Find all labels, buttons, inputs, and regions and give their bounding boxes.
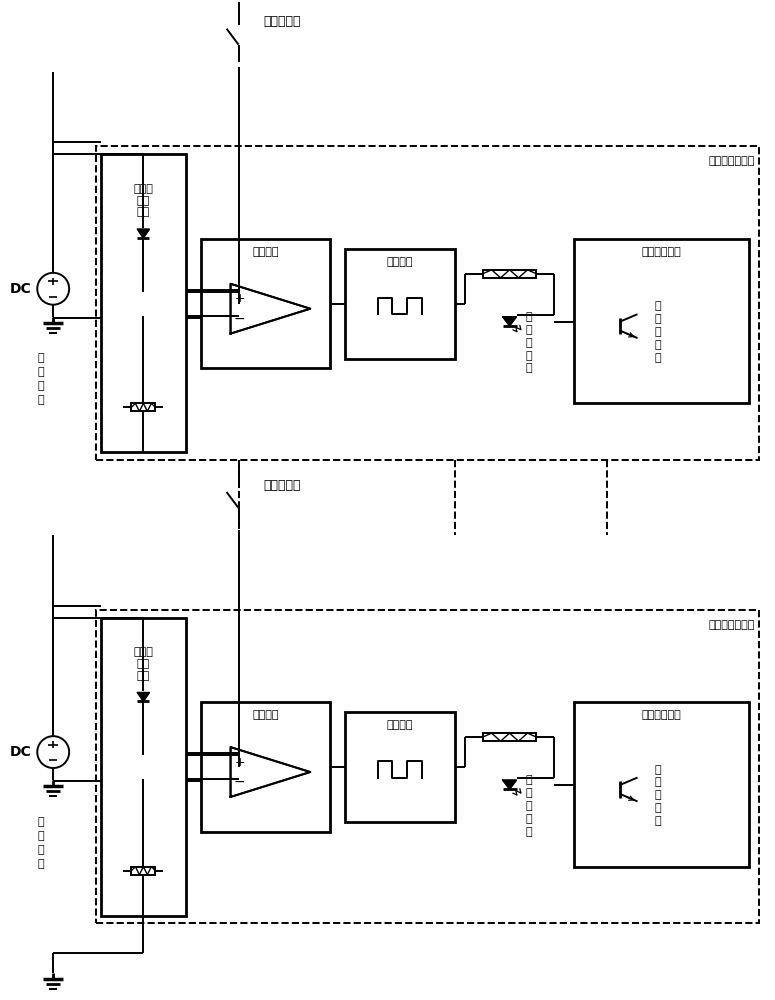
Bar <box>101 154 186 452</box>
Text: 收: 收 <box>654 803 660 813</box>
Text: 伏频转换: 伏频转换 <box>387 257 413 267</box>
Bar <box>345 712 455 822</box>
Text: 考: 考 <box>37 831 44 841</box>
Text: 电: 电 <box>37 845 44 855</box>
Bar <box>574 239 749 403</box>
Text: 源: 源 <box>37 859 44 869</box>
Text: 多功能编址装置: 多功能编址装置 <box>708 620 755 630</box>
Text: −: − <box>234 312 246 326</box>
Bar <box>101 618 186 916</box>
Text: 收: 收 <box>654 340 660 350</box>
Text: 接收解调模块: 接收解调模块 <box>642 710 681 720</box>
Text: 外: 外 <box>654 777 660 787</box>
Text: 红: 红 <box>654 765 660 775</box>
Text: 接: 接 <box>654 790 660 800</box>
Text: 参: 参 <box>37 817 44 827</box>
Text: 红: 红 <box>525 312 532 322</box>
Text: DC: DC <box>9 282 31 296</box>
Text: 伏频转换: 伏频转换 <box>387 720 413 730</box>
Text: 参: 参 <box>37 354 44 364</box>
Text: 源: 源 <box>37 395 44 405</box>
Bar <box>132 403 155 411</box>
Text: 考: 考 <box>37 367 44 377</box>
Text: −: − <box>234 775 246 789</box>
Bar <box>96 610 759 923</box>
Bar <box>574 702 749 867</box>
Text: 电: 电 <box>37 381 44 391</box>
Text: 多功能编址装置: 多功能编址装置 <box>708 156 755 166</box>
Text: 管: 管 <box>525 363 532 373</box>
Polygon shape <box>502 317 516 326</box>
Text: 信号调制: 信号调制 <box>252 247 279 257</box>
Text: 红: 红 <box>654 301 660 311</box>
Text: 发: 发 <box>525 338 532 348</box>
Bar <box>201 239 330 368</box>
Text: 特征值
电压
编制: 特征值 电压 编制 <box>133 647 153 681</box>
Bar <box>96 146 759 460</box>
Bar <box>132 867 155 875</box>
Polygon shape <box>137 693 150 701</box>
Text: 接: 接 <box>654 327 660 337</box>
Bar <box>483 270 536 278</box>
Text: 射: 射 <box>525 351 532 361</box>
Text: 外: 外 <box>525 788 532 798</box>
Text: 外: 外 <box>654 314 660 324</box>
Text: 外: 外 <box>525 325 532 335</box>
Text: 开关量信号: 开关量信号 <box>264 15 301 28</box>
Text: 开关量信号: 开关量信号 <box>264 479 301 492</box>
Text: +: + <box>234 756 245 769</box>
Text: DC: DC <box>9 745 31 759</box>
Text: +: + <box>234 292 245 305</box>
Text: 特征值
电压
编制: 特征值 电压 编制 <box>133 184 153 217</box>
Text: 射: 射 <box>525 814 532 824</box>
Polygon shape <box>137 229 150 238</box>
Polygon shape <box>502 780 516 789</box>
Text: 管: 管 <box>525 827 532 837</box>
Text: 接收解调模块: 接收解调模块 <box>642 247 681 257</box>
Text: 信号调制: 信号调制 <box>252 710 279 720</box>
Text: 管: 管 <box>654 816 660 826</box>
Bar <box>345 249 455 359</box>
Bar <box>201 702 330 832</box>
Bar <box>483 733 536 741</box>
Text: 红: 红 <box>525 775 532 785</box>
Text: 发: 发 <box>525 801 532 811</box>
Text: 管: 管 <box>654 353 660 363</box>
